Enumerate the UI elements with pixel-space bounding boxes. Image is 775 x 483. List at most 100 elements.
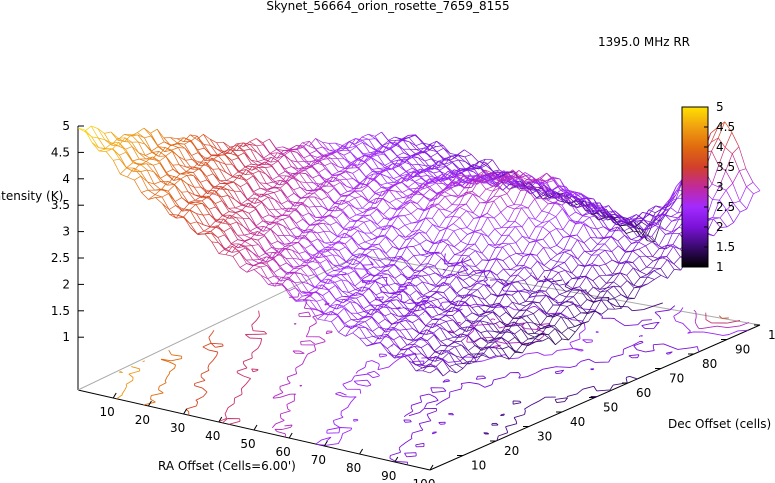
- mesh-line: [104, 133, 112, 146]
- mesh-line: [105, 151, 114, 161]
- mesh-line: [573, 303, 582, 314]
- mesh-line: [132, 162, 140, 166]
- mesh-line: [285, 247, 293, 251]
- mesh-line: [260, 187, 267, 190]
- mesh-line: [147, 181, 155, 185]
- mesh-line: [366, 173, 374, 178]
- mesh-line: [158, 151, 166, 157]
- mesh-line: [412, 328, 420, 334]
- mesh-line: [636, 221, 645, 231]
- mesh-line: [311, 244, 319, 253]
- mesh-line: [232, 176, 240, 179]
- mesh-line: [461, 255, 469, 262]
- mesh-line: [479, 162, 487, 168]
- mesh-line: [446, 227, 454, 232]
- mesh-line: [424, 299, 431, 302]
- mesh-line: [98, 148, 106, 152]
- mesh-line: [483, 269, 490, 272]
- mesh-line: [460, 227, 468, 229]
- mesh-line: [664, 221, 672, 231]
- mesh-line: [576, 224, 584, 236]
- mesh-line: [161, 188, 169, 194]
- mesh-line: [523, 254, 531, 257]
- mesh-line: [445, 204, 453, 211]
- mesh-line: [307, 192, 315, 198]
- mesh-line: [274, 209, 283, 216]
- mesh-line: [637, 227, 644, 231]
- mesh-line: [651, 226, 659, 237]
- mesh-line: [478, 169, 486, 180]
- mesh-line: [650, 223, 659, 229]
- mesh-line: [125, 151, 133, 162]
- mesh-line: [527, 198, 535, 209]
- mesh-line: [347, 281, 356, 287]
- mesh-line: [512, 301, 520, 305]
- mesh-line: [507, 321, 515, 333]
- mesh-line: [512, 310, 520, 319]
- mesh-line: [361, 196, 369, 201]
- mesh-line: [249, 144, 258, 153]
- mesh-line: [607, 300, 616, 310]
- mesh-line: [563, 195, 571, 199]
- mesh-line: [590, 237, 598, 245]
- mesh-line: [437, 297, 445, 300]
- mesh-line: [309, 299, 318, 310]
- mesh-line: [426, 243, 434, 255]
- mesh-line: [375, 191, 383, 204]
- mesh-line: [208, 209, 217, 222]
- mesh-line: [279, 252, 287, 259]
- mesh-line: [544, 269, 552, 272]
- mesh-line: [617, 235, 625, 242]
- mesh-line: [505, 293, 512, 296]
- mesh-line: [381, 273, 389, 276]
- mesh-line: [352, 253, 360, 265]
- mesh-line: [518, 290, 526, 302]
- mesh-line: [277, 160, 286, 170]
- mesh-line: [111, 138, 119, 146]
- mesh-line: [298, 166, 306, 172]
- mesh-line: [460, 333, 468, 336]
- mesh-line: [291, 166, 299, 170]
- mesh-line: [148, 194, 156, 200]
- mesh-line: [295, 208, 303, 217]
- mesh-line: [238, 247, 246, 252]
- mesh-line: [425, 325, 433, 328]
- mesh-line: [537, 260, 545, 266]
- mesh-line: [221, 200, 229, 209]
- mesh-line: [468, 345, 476, 351]
- mesh-line: [309, 150, 317, 154]
- mesh-line: [437, 299, 445, 311]
- mesh-line: [150, 135, 158, 146]
- mesh-line: [227, 181, 234, 185]
- mesh-line: [131, 146, 139, 153]
- mesh-line: [624, 243, 632, 252]
- mesh-line: [431, 208, 440, 219]
- mesh-line: [98, 147, 106, 149]
- mesh-line: [559, 178, 567, 192]
- mesh-line: [410, 303, 418, 313]
- mesh-line: [664, 229, 673, 233]
- mesh-line: [473, 320, 481, 329]
- mesh-line: [649, 214, 657, 218]
- mesh-line: [724, 121, 733, 133]
- mesh-line: [321, 280, 329, 284]
- mesh-line: [362, 288, 370, 295]
- mesh-line: [345, 171, 354, 179]
- mesh-line: [575, 211, 583, 216]
- mesh-line: [732, 183, 741, 202]
- mesh-line: [592, 286, 601, 293]
- mesh-line: [589, 215, 597, 218]
- mesh-line: [167, 180, 175, 185]
- mesh-line: [362, 142, 370, 147]
- mesh-line: [429, 283, 436, 286]
- mesh-line: [285, 177, 293, 182]
- mesh-line: [425, 233, 434, 244]
- mesh-line: [462, 360, 470, 364]
- mesh-line: [460, 326, 468, 338]
- mesh-line: [626, 275, 634, 286]
- mesh-line: [258, 161, 266, 166]
- mesh-line: [473, 217, 481, 219]
- mesh-line: [266, 265, 275, 277]
- mesh-line: [413, 336, 421, 342]
- mesh-line: [314, 206, 323, 218]
